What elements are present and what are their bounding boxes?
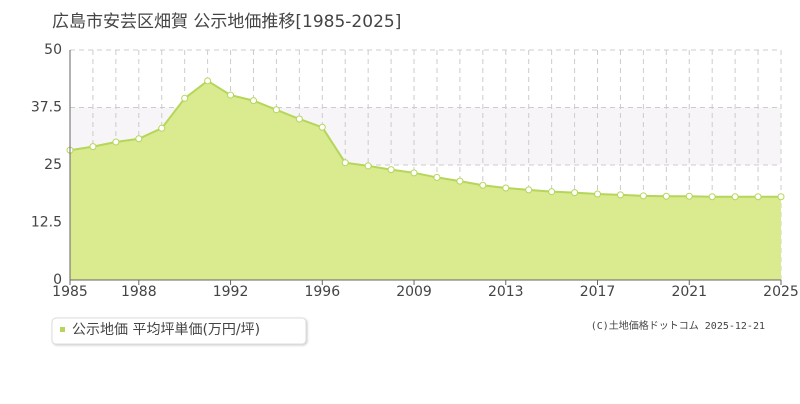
- point: [685, 192, 693, 200]
- x-tick-label: 2017: [580, 284, 616, 300]
- point: [456, 177, 464, 185]
- legend-box: [51, 317, 307, 345]
- chart-title: 広島市安芸区畑賀 公示地価推移[1985-2025]: [52, 12, 401, 32]
- x-tick-label: 2013: [488, 284, 524, 300]
- point: [295, 115, 303, 123]
- y-tick-label: 50: [44, 42, 62, 58]
- point: [158, 124, 166, 132]
- x-tick-label: 2009: [396, 284, 432, 300]
- y-tick-label: 37.5: [31, 100, 62, 116]
- legend-swatch: [60, 327, 65, 332]
- point: [754, 193, 762, 201]
- point: [341, 159, 349, 167]
- point: [548, 188, 556, 196]
- x-tick-label: 1996: [304, 284, 340, 300]
- point: [502, 184, 510, 192]
- y-tick-label: 25: [44, 157, 62, 173]
- point: [181, 94, 189, 102]
- point: [433, 173, 441, 181]
- credit: (C)土地価格ドットコム 2025-12-21: [591, 319, 765, 332]
- point: [777, 193, 785, 201]
- x-tick-label: 2025: [763, 284, 799, 300]
- area-fill: [70, 80, 781, 280]
- x-tick-label: 2021: [671, 284, 707, 300]
- point: [410, 169, 418, 177]
- point: [89, 143, 97, 151]
- y-tick-label: 0: [53, 272, 62, 288]
- point: [479, 181, 487, 189]
- point: [318, 123, 326, 131]
- point: [708, 193, 716, 201]
- point: [364, 162, 372, 170]
- point: [112, 138, 120, 146]
- point: [272, 106, 280, 114]
- point: [616, 191, 624, 199]
- point: [571, 189, 579, 197]
- point: [639, 192, 647, 200]
- y-tick-label: 12.5: [31, 215, 62, 231]
- point: [204, 77, 212, 85]
- point: [594, 190, 602, 198]
- point: [249, 97, 257, 105]
- point: [387, 166, 395, 174]
- line: [69, 79, 781, 198]
- legend-label: 公示地価 平均坪単価(万円/坪): [72, 322, 260, 338]
- point: [227, 91, 235, 99]
- point: [662, 192, 670, 200]
- x-tick-label: 1988: [121, 284, 157, 300]
- x-tick-label: 1985: [52, 284, 88, 300]
- point: [525, 186, 533, 194]
- point: [135, 135, 143, 143]
- point: [731, 193, 739, 201]
- x-tick-label: 1992: [213, 284, 249, 300]
